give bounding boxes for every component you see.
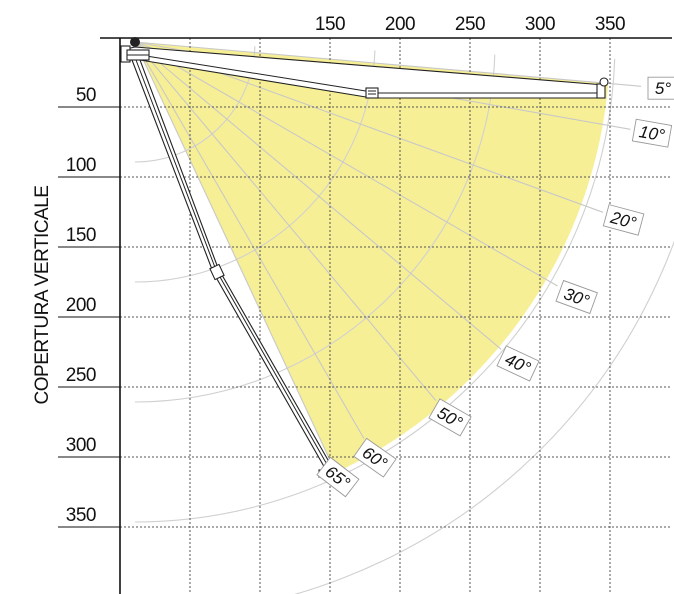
arm-65-elbow: [209, 263, 225, 281]
angle-ray: [134, 41, 330, 458]
radius-arc: [293, 240, 674, 594]
angle-ray: [134, 41, 365, 439]
arm-65-inner-line: [135, 59, 217, 271]
arm-5-inner-line: [139, 54, 373, 93]
angle-label-box: [555, 279, 598, 315]
y-tick-label: 200: [66, 295, 96, 316]
angle-label: 10°: [631, 118, 673, 148]
angle-label-box: [647, 76, 674, 100]
arm-5-elbow: [365, 87, 379, 99]
y-tick-label: 300: [66, 435, 96, 456]
x-tick-label: 250: [455, 14, 485, 35]
x-tick-label: 150: [315, 14, 345, 35]
angle-label: 20°: [602, 204, 645, 236]
angle-rays: [134, 41, 642, 458]
x-tick-labels: 150 200 250 300 350: [315, 14, 626, 35]
y-tick-labels: 50 100 150 200 250 300 350: [58, 85, 120, 528]
angle-label: 30°: [555, 279, 598, 315]
angle-label: 40°: [496, 345, 540, 382]
angle-label-box: [353, 437, 397, 478]
x-tick-label: 300: [525, 14, 555, 35]
angle-label-box: [428, 398, 472, 437]
coverage-sector: [135, 42, 609, 473]
angle-label-box: [631, 118, 673, 148]
angle-ray: [134, 41, 502, 350]
pivot-point: [130, 37, 140, 47]
angle-label: 5°: [647, 76, 674, 100]
awning-arm-5deg: [121, 46, 609, 99]
y-tick-label: 150: [66, 225, 96, 246]
y-axis-title: COPERTURA VERTICALE: [32, 186, 53, 405]
angle-label: 60°: [353, 437, 397, 478]
angle-labels: 5°10°20°30°40°50°60°65°: [316, 76, 674, 498]
front-bar-5: [599, 77, 609, 87]
y-tick-label: 250: [66, 365, 96, 386]
radius-arc: [134, 54, 496, 403]
angle-ray: [134, 41, 437, 401]
x-tick-label: 200: [385, 14, 415, 35]
angle-ray: [134, 41, 642, 87]
radius-arc: [134, 50, 376, 283]
arm-65-inner-line-2: [215, 269, 334, 476]
angle-label-box: [316, 456, 360, 498]
y-tick-label: 100: [66, 155, 96, 176]
grid: [120, 38, 672, 594]
x-tick-label: 350: [595, 14, 625, 35]
angle-label-text: 10°: [638, 122, 667, 145]
angle-label-box: [496, 345, 540, 382]
angle-ray: [134, 41, 558, 287]
angle-label-text: 5°: [655, 79, 671, 98]
y-tick-label: 50: [76, 85, 96, 106]
mounting-bracket: [120, 37, 150, 63]
angle-label-box: [602, 204, 645, 236]
y-tick-label: 350: [66, 505, 96, 526]
